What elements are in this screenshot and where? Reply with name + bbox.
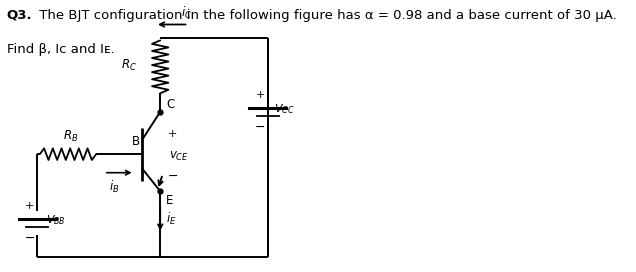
Text: $R_B$: $R_B$	[63, 128, 78, 144]
Text: −: −	[168, 170, 178, 183]
Text: B: B	[132, 135, 140, 147]
Text: Find β, Iᴄ and Iᴇ.: Find β, Iᴄ and Iᴇ.	[6, 43, 114, 56]
Text: $R_C$: $R_C$	[121, 58, 137, 73]
Text: +: +	[168, 129, 177, 139]
Text: +: +	[256, 90, 265, 100]
Text: C: C	[167, 97, 175, 110]
Text: $i_B$: $i_B$	[109, 179, 120, 195]
Text: $i_E$: $i_E$	[167, 211, 177, 227]
Text: −: −	[255, 121, 265, 134]
Text: E: E	[167, 194, 174, 207]
Text: $V_{BB}$: $V_{BB}$	[46, 214, 66, 227]
Text: $i_C$: $i_C$	[181, 4, 191, 20]
Text: −: −	[24, 232, 35, 245]
Text: $v_{CE}$: $v_{CE}$	[169, 150, 190, 163]
Text: +: +	[25, 201, 34, 211]
Text: $V_{CC}$: $V_{CC}$	[274, 102, 294, 116]
Text: The BJT configuration in the following figure has α = 0.98 and a base current of: The BJT configuration in the following f…	[35, 9, 616, 21]
Text: Q3.: Q3.	[6, 9, 32, 21]
